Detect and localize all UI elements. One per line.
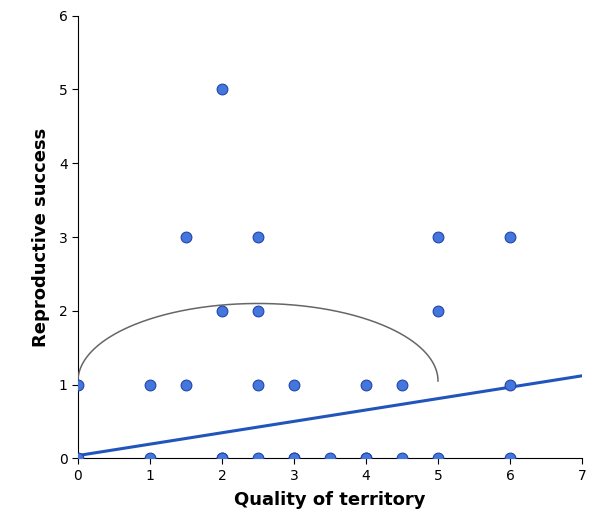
Point — [217, 85, 227, 94]
Point — [145, 454, 155, 463]
Point — [217, 307, 227, 315]
Point — [145, 380, 155, 389]
Point — [289, 380, 299, 389]
Point — [289, 454, 299, 463]
Y-axis label: Reproductive success: Reproductive success — [32, 128, 50, 346]
Point — [253, 233, 263, 241]
Point — [181, 380, 191, 389]
Point — [289, 454, 299, 463]
Point — [361, 380, 371, 389]
Point — [433, 454, 443, 463]
Point — [397, 454, 407, 463]
Point — [253, 454, 263, 463]
Point — [253, 307, 263, 315]
Point — [253, 380, 263, 389]
Point — [73, 454, 83, 463]
Point — [505, 454, 515, 463]
Point — [217, 454, 227, 463]
Point — [73, 380, 83, 389]
Point — [361, 454, 371, 463]
X-axis label: Quality of territory: Quality of territory — [234, 491, 426, 509]
Point — [505, 380, 515, 389]
Point — [433, 233, 443, 241]
Point — [433, 307, 443, 315]
Point — [181, 233, 191, 241]
Point — [397, 380, 407, 389]
Point — [325, 454, 335, 463]
Point — [505, 233, 515, 241]
Point — [361, 454, 371, 463]
Point — [217, 454, 227, 463]
